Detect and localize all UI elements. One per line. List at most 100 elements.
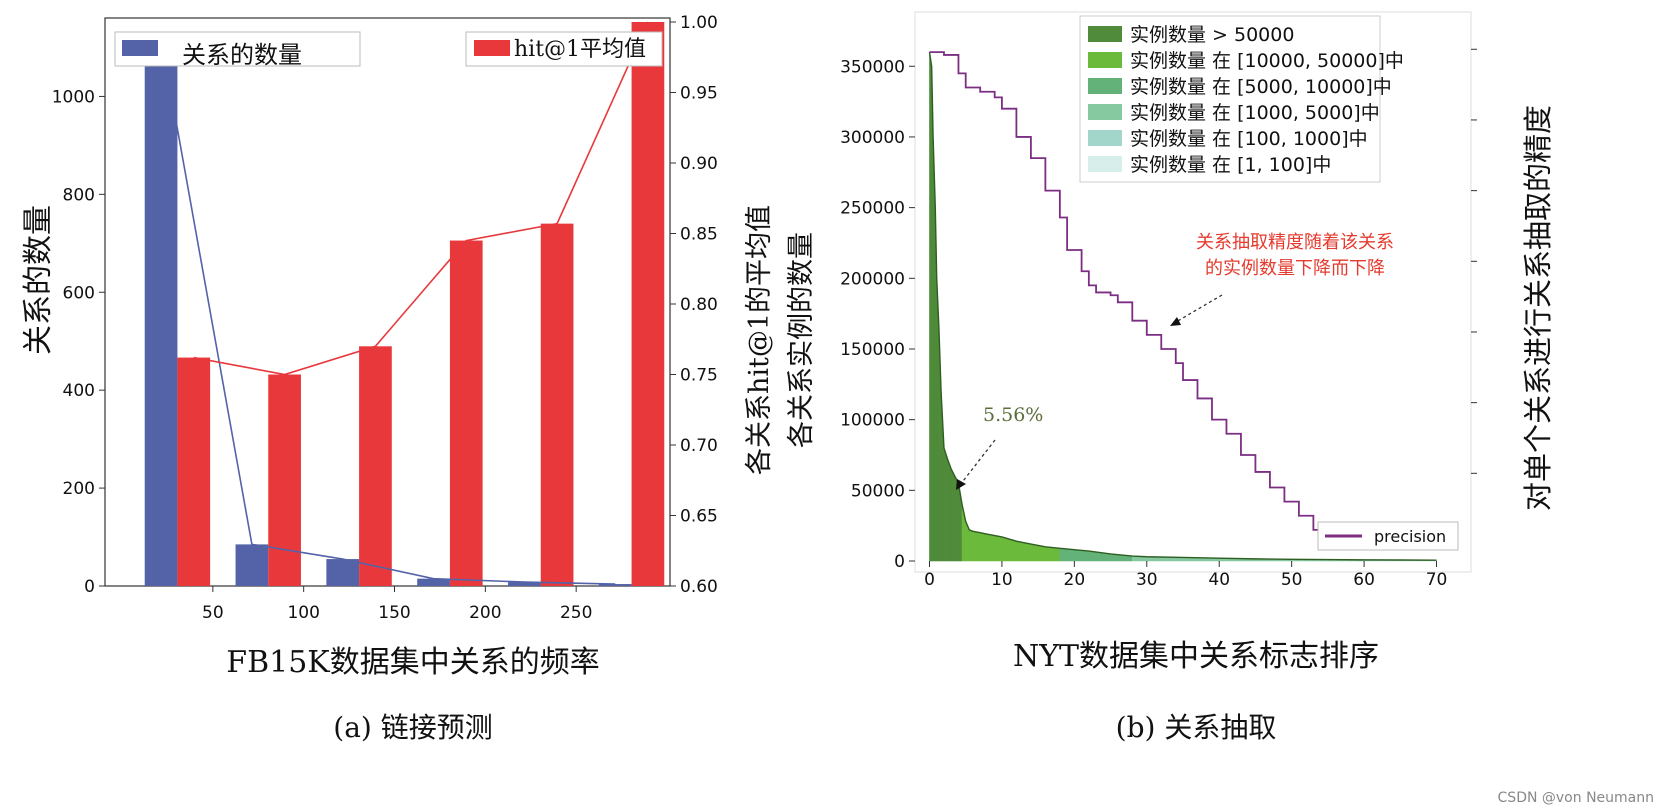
- bar-hit-2: [359, 346, 392, 586]
- legend-swatch-bin-2: [1088, 78, 1122, 94]
- a-xtick-label-2: 150: [378, 603, 410, 623]
- a-ytick-label-2: 400: [63, 381, 95, 401]
- a-y2tick-label-0: 0.60: [680, 577, 718, 597]
- legend-swatch-bin-4: [1088, 130, 1122, 146]
- annotation-arrow-trend: [1175, 294, 1223, 323]
- annotation-precision-trend: 关系抽取精度随着该关系的实例数量下降而下降: [1196, 232, 1394, 279]
- instance-segment-17: [987, 533, 995, 562]
- panel-b-caption: (b) 关系抽取: [1116, 711, 1277, 744]
- instance-segment-7: [943, 447, 948, 562]
- legend-swatch-bin-3: [1088, 104, 1122, 120]
- a-xtick-label-4: 250: [560, 603, 592, 623]
- b-xtick-label-4: 40: [1208, 570, 1230, 590]
- legend-swatch-hit: [474, 40, 510, 56]
- a-y2tick-label-5: 0.85: [680, 225, 718, 245]
- legend-label-bin-2: 实例数量 在 [5000, 10000]中: [1130, 76, 1392, 98]
- annotation-arrowhead-percentage: [956, 479, 966, 490]
- b-ytick-label-4: 200000: [840, 269, 905, 289]
- a-y2tick-label-4: 0.80: [680, 295, 718, 315]
- a-xtick-label-3: 200: [469, 603, 501, 623]
- bar-count-4: [508, 582, 541, 586]
- a-ytick-label-4: 800: [63, 185, 95, 205]
- instance-segment-18: [994, 535, 1003, 562]
- panel-a-caption: (a) 链接预测: [333, 711, 492, 744]
- bar-count-0: [144, 37, 178, 587]
- a-ytick-label-1: 200: [63, 479, 95, 499]
- legend-label-bin-4: 实例数量 在 [100, 1000]中: [1130, 128, 1368, 150]
- panel-a-lines: [160, 21, 649, 585]
- a-y2tick-label-1: 0.65: [680, 507, 718, 527]
- line-hit: [193, 21, 649, 376]
- a-ytick-label-5: 1000: [52, 87, 95, 107]
- legend-label-bin-3: 实例数量 在 [1000, 5000]中: [1130, 102, 1380, 124]
- instance-segment-22: [1045, 546, 1061, 562]
- panel-a-legend-left: 关系的数量: [114, 31, 361, 69]
- panel-a-bars: [144, 22, 665, 587]
- instance-segment-8: [947, 459, 952, 562]
- legend-swatch-bin-0: [1088, 26, 1122, 42]
- instance-segment-15: [972, 530, 981, 562]
- a-ytick-label-3: 600: [63, 283, 95, 303]
- panel-a-right-yticks: 0.60 0.65 0.70 0.75 0.80 0.85 0.90 0.95 1.00: [670, 13, 718, 597]
- panel-b-precision-legend: precision: [1317, 521, 1459, 551]
- bar-hit-5: [631, 22, 665, 586]
- annotation-trend-line-1: 的实例数量下降而下降: [1205, 258, 1385, 279]
- b-ytick-label-0: 0: [894, 552, 905, 572]
- legend-precision-label: precision: [1374, 527, 1446, 546]
- instance-segment-0: [929, 52, 932, 562]
- b-ytick-label-2: 100000: [840, 411, 905, 431]
- annotation-trend-line-0: 关系抽取精度随着该关系: [1196, 232, 1394, 253]
- panel-a-xlabel: FB15K数据集中关系的频率: [226, 645, 599, 680]
- a-y2tick-label-7: 0.95: [680, 84, 718, 104]
- instance-segment-14: [969, 529, 974, 562]
- instance-segment-23: [1059, 547, 1075, 562]
- b-xtick-label-1: 10: [991, 570, 1013, 590]
- bar-count-5: [598, 584, 632, 586]
- bar-count-3: [417, 578, 450, 586]
- b-ytick-label-6: 300000: [840, 128, 905, 148]
- panel-b-xlabel: NYT数据集中关系标志排序: [1013, 639, 1379, 674]
- annotation-arrowhead-trend: [1170, 317, 1181, 326]
- panel-a-ylabel-right: 各关系hit@1的平均值: [744, 205, 775, 475]
- legend-label-count: 关系的数量: [182, 41, 302, 69]
- bar-hit-3: [449, 240, 483, 587]
- panel-a-xticks: 50 100 150 200 250: [202, 586, 592, 623]
- precision-line: [929, 51, 1322, 536]
- panel-b-ylabel-right: 对单个关系进行关系抽取的精度: [1521, 105, 1555, 511]
- legend-label-bin-1: 实例数量 在 [10000, 50000]中: [1130, 50, 1404, 72]
- panel-b-relation-extraction: 0 50000 100000 150000 200000 250000 300000 3500…: [840, 11, 1555, 744]
- panel-a-ylabel-right2: 各关系实例的数量: [786, 232, 817, 448]
- legend-label-bin-5: 实例数量 在 [1, 100]中: [1130, 154, 1331, 176]
- panel-a-ylabel: 关系的数量: [21, 205, 56, 355]
- b-ytick-label-3: 150000: [840, 340, 905, 360]
- a-ytick-label-0: 0: [84, 577, 95, 597]
- instance-segment-9: [950, 468, 956, 562]
- line-count: [160, 37, 616, 585]
- bar-hit-0: [177, 357, 211, 586]
- a-y2tick-label-2: 0.70: [680, 436, 718, 456]
- panel-b-right-ticks: [1471, 48, 1477, 474]
- legend-swatch-bin-1: [1088, 52, 1122, 68]
- b-ytick-label-7: 350000: [840, 57, 905, 77]
- panel-a-left-yticks: 0 200 400 600 800 1000: [52, 87, 105, 597]
- instance-outline: [928, 52, 1437, 561]
- panel-b-instance-area: [928, 52, 1437, 562]
- bar-hit-1: [268, 374, 301, 586]
- panel-b-yticks: 0 50000 100000 150000 200000 250000 300000 3500…: [840, 57, 915, 572]
- b-ytick-label-5: 250000: [840, 199, 905, 219]
- legend-swatch-bin-5: [1088, 156, 1122, 172]
- legend-swatch-count: [122, 40, 158, 56]
- bar-count-2: [326, 559, 360, 586]
- annotation-percentage: 5.56%: [983, 404, 1043, 426]
- panel-b-xticks: 0 10 20 30 40 50 60 70: [924, 561, 1447, 590]
- bar-count-1: [235, 544, 269, 586]
- a-y2tick-label-8: 1.00: [680, 13, 718, 33]
- b-xtick-label-0: 0: [924, 570, 935, 590]
- instance-segment-16: [979, 532, 988, 562]
- legend-label-hit: hit@1平均值: [514, 37, 646, 62]
- b-xtick-label-5: 50: [1281, 570, 1303, 590]
- panel-b-precision-line: [929, 51, 1322, 536]
- a-y2tick-label-3: 0.75: [680, 366, 718, 386]
- a-xtick-label-0: 50: [202, 603, 224, 623]
